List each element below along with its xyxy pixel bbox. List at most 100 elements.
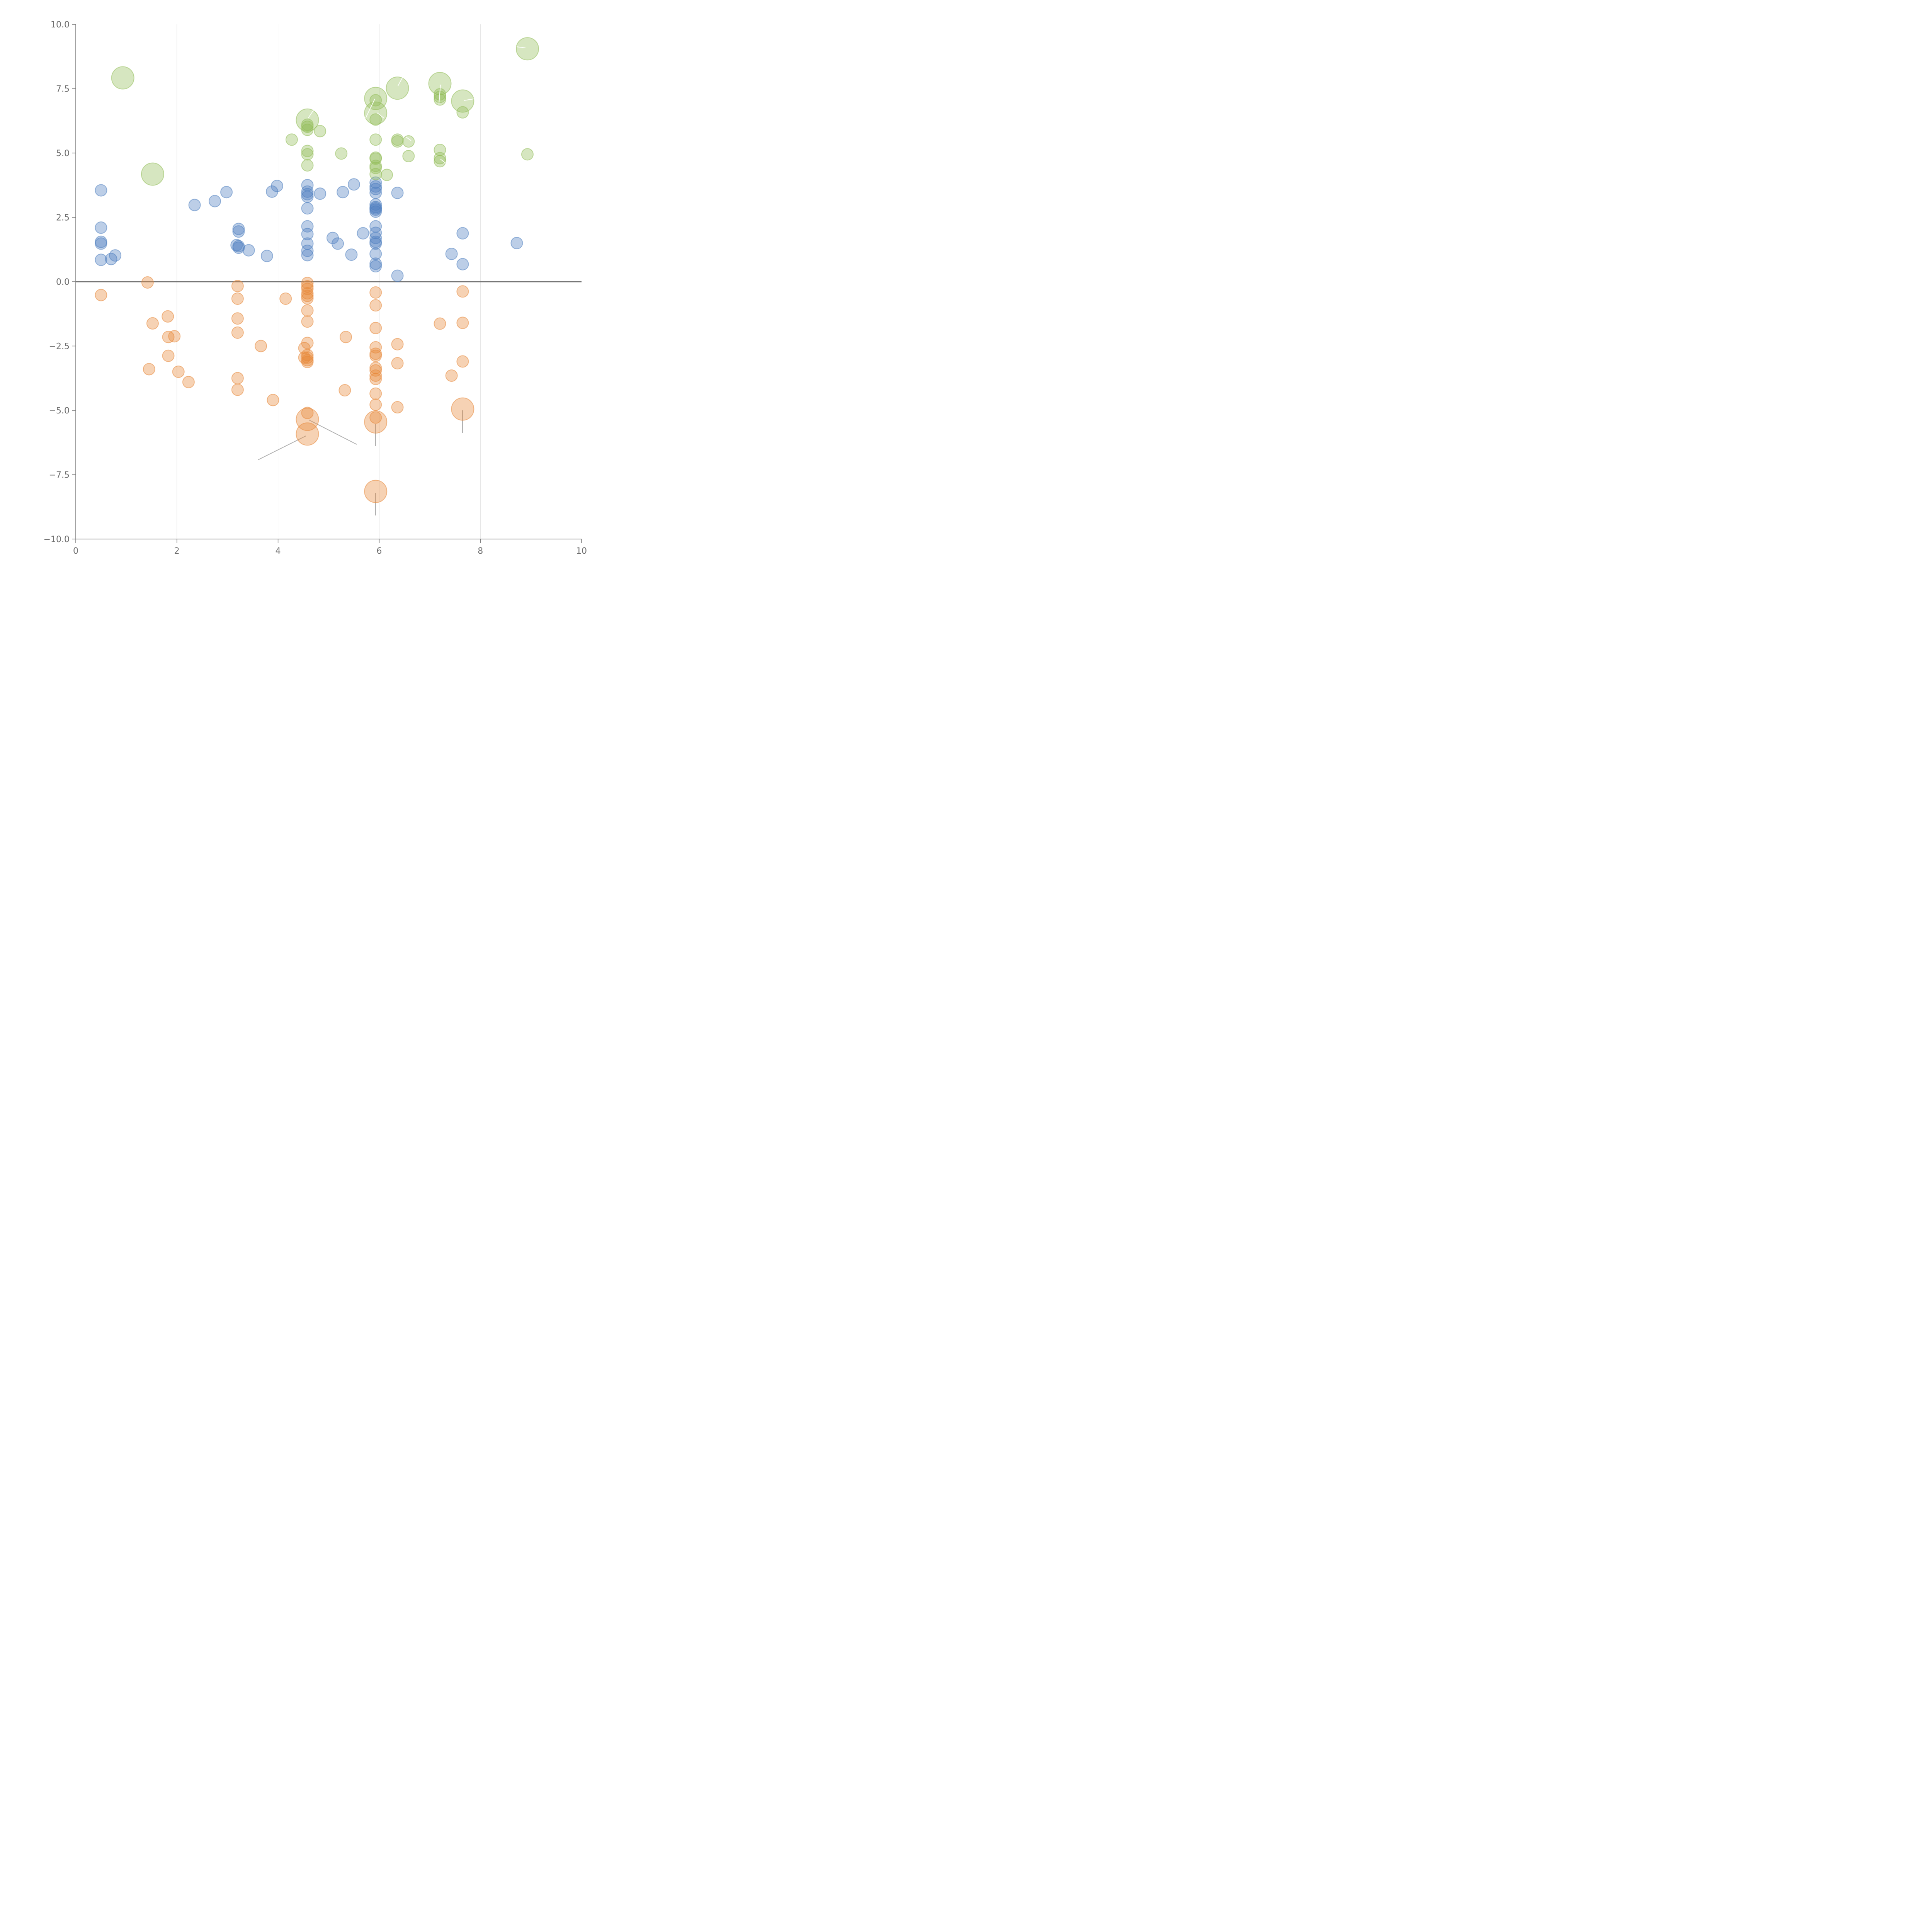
data-point-orange [231,383,244,396]
data-point-orange [391,357,404,370]
data-point-blue [301,249,314,262]
data-point-blue [369,180,382,193]
data-point-orange [301,287,314,299]
data-point-blue [456,258,469,270]
data-point-green [381,168,393,181]
leader-layer [258,410,463,515]
data-point-green [364,87,388,110]
data-point-blue [314,187,327,200]
data-point-orange [340,331,352,344]
data-point-green [386,77,409,100]
data-point-blue [95,184,107,197]
data-point-green [456,106,469,119]
data-point-blue [301,188,314,201]
data-point-blue [369,205,382,218]
data-point-blue [232,242,245,254]
data-point-blue [347,178,360,191]
data-point-orange [369,299,382,312]
data-point-blue [270,180,283,192]
data-point-blue [301,185,314,198]
data-point-orange [146,317,159,330]
data-point-blue [357,227,369,240]
data-point-blue [369,248,382,260]
data-point-orange [301,351,314,364]
data-point-orange [391,401,404,414]
data-point-blue [369,176,382,189]
data-point-orange [369,349,382,362]
data-point-green [391,135,404,148]
data-point-orange [369,398,382,411]
data-point-green [451,89,474,113]
data-point-orange [141,276,154,289]
series-green [111,37,539,186]
data-point-blue [109,249,122,262]
data-point-blue [369,198,382,211]
y-tick-label: −7.5 [49,471,70,480]
data-point-blue [188,199,201,211]
data-point-orange [301,315,314,328]
y-tick-label: −10.0 [44,535,70,544]
data-point-orange [434,317,446,330]
data-point-blue [369,183,382,196]
data-point-orange [95,289,107,301]
data-point-orange [456,316,469,329]
leader-line [377,112,384,119]
data-point-orange [172,366,185,378]
data-point-blue [369,187,382,199]
x-tick-label: 8 [478,546,483,556]
data-point-orange [369,387,382,400]
data-point-green [285,133,298,146]
series-orange [95,276,474,503]
data-point-green [369,152,382,165]
leader-line [464,99,474,101]
data-point-green [301,159,314,172]
data-point-green [301,148,314,161]
leader-line [309,420,357,445]
data-point-orange [168,330,181,343]
data-point-orange [369,286,382,299]
leader-light-layer [308,46,526,164]
data-point-orange [369,321,382,334]
data-point-orange [231,372,244,384]
data-point-blue [369,260,382,273]
leader-line [440,159,447,164]
leader-line [439,84,441,104]
data-point-orange [231,312,244,325]
data-point-orange [364,480,388,503]
y-tick-label: 5.0 [56,149,70,158]
data-point-orange [162,349,175,362]
data-point-blue [332,237,344,250]
data-point-blue [345,248,358,261]
data-point-green [141,162,164,186]
data-point-orange [391,338,404,350]
data-point-green [515,37,539,61]
data-point-blue [301,190,314,203]
leader-line [308,109,314,118]
data-point-green [402,150,415,162]
leader-line [365,99,375,119]
x-tick-label: 4 [276,546,281,556]
points-layer [95,37,539,503]
data-point-orange [296,422,319,446]
data-point-green [314,125,327,138]
data-point-blue [510,237,523,250]
x-tick-label: 6 [376,546,382,556]
x-tick-label: 10 [576,546,587,556]
data-point-green [521,148,534,161]
data-point-blue [301,202,314,215]
y-tick-label: 10.0 [51,20,70,30]
leader-line [516,46,526,48]
leader-line [405,136,412,141]
y-tick-label: −5.0 [49,406,70,416]
x-tick-label: 2 [174,546,180,556]
data-point-orange [301,406,314,419]
data-point-green [369,133,382,146]
data-point-blue [301,245,314,257]
data-point-orange [369,341,382,354]
data-point-orange [451,397,474,421]
data-point-blue [391,187,404,199]
data-point-blue [95,221,107,234]
data-point-blue [369,257,382,270]
data-point-orange [369,369,382,382]
data-point-orange [338,384,351,397]
